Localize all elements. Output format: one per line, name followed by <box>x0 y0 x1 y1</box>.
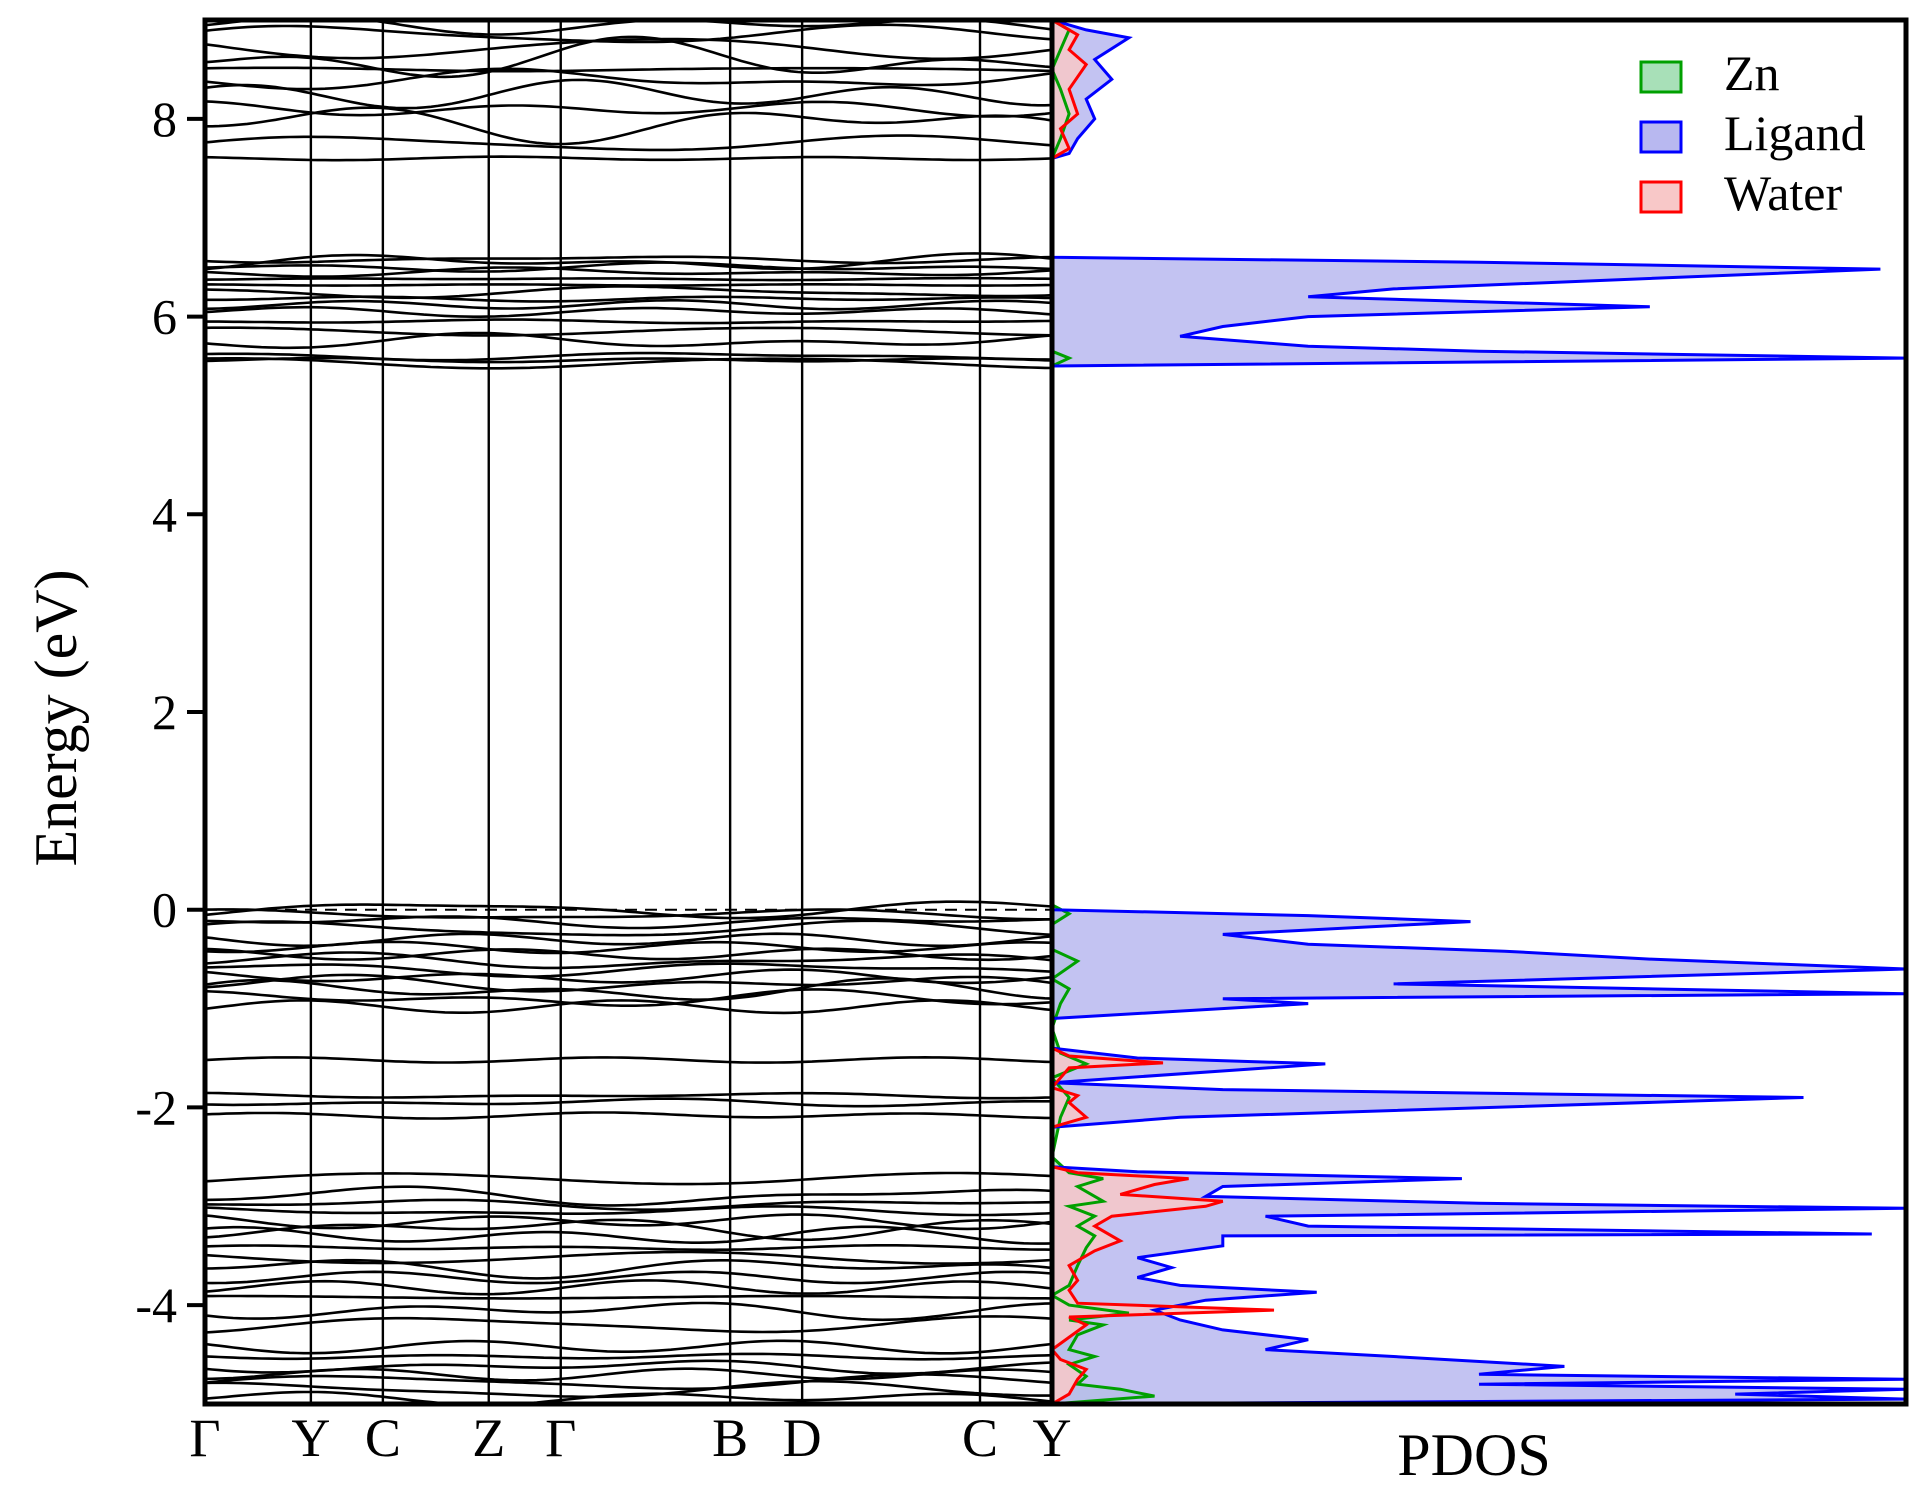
valence-lower-band <box>205 1270 1052 1285</box>
legend-label-water: Water <box>1724 165 1842 221</box>
pdos-line-zn <box>1052 20 1155 1404</box>
valence-lower-band <box>205 1205 1052 1217</box>
legend-swatch-zn <box>1639 60 1683 94</box>
valence-isolated-band <box>205 1091 1052 1100</box>
valence-isolated-band <box>205 1097 1052 1108</box>
conduction-upper-band <box>205 37 1052 61</box>
valence-top-band <box>205 962 1052 978</box>
legend-swatch-ligand <box>1639 120 1683 154</box>
energy-axis: -4 -2 0 2 4 6 8 <box>135 91 205 1333</box>
kpoint-label: Γ <box>189 1408 220 1468</box>
conduction-lower-band <box>205 266 1052 278</box>
kpoint-label: Γ <box>545 1408 576 1468</box>
valence-top-band <box>205 947 1052 962</box>
conduction-upper-band <box>205 100 1052 118</box>
valence-lower-band <box>205 1279 1052 1296</box>
valence-lower-band <box>205 1379 1052 1399</box>
conduction-upper-band <box>205 155 1052 162</box>
y-tick-label: 8 <box>152 91 177 147</box>
band-panel-frame <box>202 17 1055 1407</box>
legend-swatch-water <box>1639 180 1683 214</box>
conduction-lower-band <box>205 305 1052 318</box>
conduction-upper-band <box>205 106 1052 146</box>
conduction-lower-band <box>205 285 1052 300</box>
valence-top-band <box>205 951 1052 970</box>
legend-label-ligand: Ligand <box>1724 105 1866 161</box>
band-lines <box>205 20 1052 1404</box>
valence-top-band <box>205 977 1052 1002</box>
valence-lower-band <box>205 1250 1052 1265</box>
kpoint-label: C <box>365 1408 401 1468</box>
legend-label-zn: Zn <box>1724 45 1780 101</box>
y-tick-label: 0 <box>152 882 177 938</box>
valence-top-band <box>205 908 1052 921</box>
pdos-curves <box>1052 20 1906 1404</box>
pdos-line-water <box>1052 20 1275 1404</box>
y-tick-label: -2 <box>135 1079 177 1135</box>
valence-top-band <box>205 919 1052 937</box>
y-tick-label: 6 <box>152 289 177 345</box>
valence-lower-band <box>205 1225 1052 1245</box>
valence-lower-band <box>205 1171 1052 1186</box>
valence-isolated-band <box>205 1055 1052 1064</box>
conduction-lower-band <box>205 261 1052 273</box>
conduction-upper-band <box>205 66 1052 73</box>
valence-top-band <box>205 940 1052 955</box>
valence-lower-band <box>205 1198 1052 1211</box>
conduction-lower-band <box>205 357 1052 370</box>
pdos-axis-title: PDOS <box>1397 1422 1550 1481</box>
conduction-upper-band <box>205 134 1052 152</box>
valence-lower-band <box>205 1213 1052 1231</box>
kpoint-label: B <box>712 1408 748 1468</box>
y-tick-label: -4 <box>135 1277 177 1333</box>
conduction-lower-band <box>205 276 1052 282</box>
valence-top-band <box>205 999 1052 1015</box>
kpoint-label: Y <box>291 1408 330 1468</box>
valence-lower-band <box>205 1352 1052 1361</box>
valence-lower-band <box>205 1373 1052 1391</box>
conduction-lower-band <box>205 255 1052 265</box>
conduction-lower-band <box>205 326 1052 337</box>
conduction-upper-band <box>205 23 1052 44</box>
pdos-fill-ligand <box>1052 20 1906 1404</box>
valence-lower-band <box>205 1258 1052 1280</box>
valence-lower-band <box>205 1339 1052 1355</box>
conduction-lower-band <box>205 351 1052 362</box>
valence-lower-band <box>205 1315 1052 1334</box>
conduction-lower-band <box>205 331 1052 350</box>
valence-lower-band <box>205 1301 1052 1322</box>
valence-top-band <box>205 915 1052 930</box>
y-tick-label: 4 <box>152 486 177 542</box>
conduction-lower-band <box>205 299 1052 311</box>
valence-lower-band <box>205 1185 1052 1207</box>
valence-top-band <box>205 900 1052 920</box>
conduction-lower-band <box>205 252 1052 271</box>
conduction-upper-band <box>205 35 1052 79</box>
conduction-upper-band <box>205 67 1052 91</box>
valence-isolated-band <box>205 1111 1052 1120</box>
y-tick-label: 2 <box>152 684 177 740</box>
kpoint-label: D <box>783 1408 822 1468</box>
conduction-upper-band <box>205 78 1052 110</box>
valence-top-band <box>205 988 1052 1007</box>
valence-lower-band <box>205 1390 1052 1404</box>
valence-lower-band <box>205 1294 1052 1300</box>
pdos-panel <box>1049 17 1909 1407</box>
valence-lower-band <box>205 1218 1052 1242</box>
valence-lower-band <box>205 1244 1052 1252</box>
conduction-lower-band <box>205 318 1052 325</box>
kpoint-label: Z <box>472 1408 505 1468</box>
kpoint-label: Y <box>1033 1408 1072 1468</box>
conduction-lower-band <box>205 283 1052 287</box>
band-structure-panel <box>202 17 1055 1407</box>
kpoint-label: C <box>962 1408 998 1468</box>
y-axis-title: Energy (eV) <box>23 569 89 866</box>
pdos-panel-frame <box>1049 17 1909 1407</box>
